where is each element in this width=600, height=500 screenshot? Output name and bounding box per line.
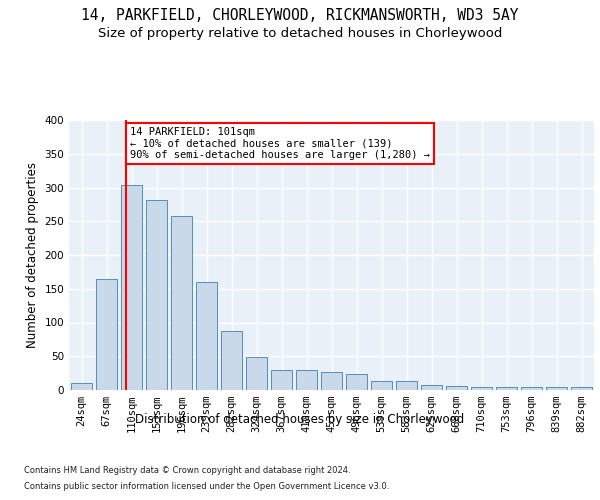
Bar <box>121 186 142 390</box>
Text: 14 PARKFIELD: 101sqm
← 10% of detached houses are smaller (139)
90% of semi-deta: 14 PARKFIELD: 101sqm ← 10% of detached h… <box>130 126 430 160</box>
Bar <box>546 388 567 390</box>
Bar <box>446 386 467 390</box>
Bar <box>321 372 342 390</box>
Bar <box>71 383 92 390</box>
Bar <box>421 384 442 390</box>
Bar <box>171 216 192 390</box>
Bar <box>221 330 242 390</box>
Bar <box>346 374 367 390</box>
Bar <box>521 388 542 390</box>
Text: Contains public sector information licensed under the Open Government Licence v3: Contains public sector information licen… <box>24 482 389 491</box>
Bar <box>296 370 317 390</box>
Y-axis label: Number of detached properties: Number of detached properties <box>26 162 39 348</box>
Text: Contains HM Land Registry data © Crown copyright and database right 2024.: Contains HM Land Registry data © Crown c… <box>24 466 350 475</box>
Bar <box>496 386 517 390</box>
Bar <box>371 380 392 390</box>
Text: Size of property relative to detached houses in Chorleywood: Size of property relative to detached ho… <box>98 28 502 40</box>
Bar <box>396 380 417 390</box>
Bar <box>271 370 292 390</box>
Bar <box>246 357 267 390</box>
Text: Distribution of detached houses by size in Chorleywood: Distribution of detached houses by size … <box>136 412 464 426</box>
Bar <box>571 388 592 390</box>
Bar <box>146 200 167 390</box>
Bar <box>196 282 217 390</box>
Text: 14, PARKFIELD, CHORLEYWOOD, RICKMANSWORTH, WD3 5AY: 14, PARKFIELD, CHORLEYWOOD, RICKMANSWORT… <box>81 8 519 22</box>
Bar <box>96 278 117 390</box>
Bar <box>471 388 492 390</box>
